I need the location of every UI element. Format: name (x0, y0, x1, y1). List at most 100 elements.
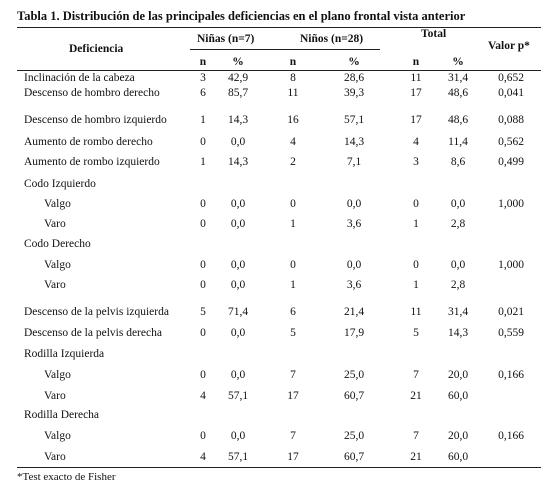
table-cell: 0 (200, 218, 206, 230)
table-cell: 20,0 (447, 430, 469, 442)
rule (190, 49, 380, 50)
table-cell: 6 (290, 306, 296, 318)
table-cell: 0 (200, 279, 206, 291)
table-cell: 5 (200, 306, 206, 318)
table-cell: 0,0 (346, 198, 362, 210)
table-row: Descenso de hombro derecho 6 85,7 11 39,3 17 4… (0, 81, 558, 105)
table-cell: 4 (413, 136, 419, 148)
table-row: Aumento de rombo izquierdo 1 14,3 2 7,1 3 8,6 0… (0, 150, 558, 174)
table-cell: 8 (290, 72, 296, 84)
table-cell: 11 (287, 87, 299, 99)
table-cell: 42,9 (227, 72, 249, 84)
table-cell: 0,0 (346, 259, 362, 271)
table-cell: 0,652 (498, 72, 524, 84)
table-cell: 0 (290, 198, 296, 210)
col-header: Niños (n=28) (300, 33, 364, 45)
row-label: Valgo (44, 369, 71, 381)
table-cell: 25,0 (343, 369, 365, 381)
table-cell: 0 (200, 198, 206, 210)
row-label: Varo (44, 279, 66, 291)
table-cell: 4 (200, 451, 206, 463)
table-cell: 0,0 (230, 279, 246, 291)
table-cell: 0 (200, 369, 206, 381)
table-row: Inclinación de la cabeza 3 42,9 8 28,6 11 31,4… (0, 66, 558, 90)
row-label: Varo (44, 390, 66, 402)
table-row: Valgo 0 0,0 0 0,0 0 0,0 1,000 (0, 253, 558, 277)
table-cell: 7 (413, 430, 419, 442)
row-label: Varo (44, 218, 66, 230)
group-row: Codo Derecho (0, 232, 558, 256)
table-cell: 0,0 (230, 327, 246, 339)
group-label: Rodilla Izquierda (24, 348, 105, 360)
table-title: Tabla 1. Distribución de las principales… (17, 9, 466, 23)
table-cell: 14,3 (227, 114, 249, 126)
row-label: Descenso de hombro derecho (24, 87, 160, 99)
table-cell: 0 (200, 259, 206, 271)
table-cell: 0,041 (498, 87, 524, 99)
row-label: Descenso de hombro izquierdo (24, 114, 167, 126)
table-cell: 0,562 (498, 136, 524, 148)
table-cell: 3,6 (346, 218, 362, 230)
table-cell: 3,6 (346, 279, 362, 291)
table-cell: 1 (413, 218, 419, 230)
row-label: Varo (44, 451, 66, 463)
group-label: Rodilla Derecha (24, 409, 100, 421)
table-cell: 1,000 (498, 259, 524, 271)
table-cell: 11 (410, 306, 422, 318)
table-cell: 0,0 (230, 430, 246, 442)
table-cell: 14,3 (343, 136, 365, 148)
table-cell: 60,7 (343, 451, 365, 463)
table-cell: 0 (413, 259, 419, 271)
group-label: Codo Izquierdo (24, 178, 96, 190)
table-cell: 7 (290, 369, 296, 381)
table-row: Varo 4 57,1 17 60,7 21 60,0 (0, 384, 558, 408)
group-label: Codo Derecho (24, 238, 91, 250)
table-cell: 0 (413, 198, 419, 210)
sub-header: n (289, 56, 297, 68)
table-cell: 0,021 (498, 306, 524, 318)
table-cell: 3 (200, 72, 206, 84)
table-cell: 57,1 (227, 390, 249, 402)
sub-header: n (412, 56, 420, 68)
table-cell: 48,6 (447, 114, 469, 126)
col-header: Niñas (n=7) (197, 33, 255, 45)
table-cell: 60,0 (447, 390, 469, 402)
table-cell: 0,0 (450, 198, 466, 210)
table-cell: 7 (290, 430, 296, 442)
table-cell: 7 (413, 369, 419, 381)
table-cell: 0,0 (230, 259, 246, 271)
table-cell: 1 (290, 218, 296, 230)
table-cell: 21 (410, 451, 422, 463)
table-cell: 4 (200, 390, 206, 402)
col-header: Total (421, 28, 447, 40)
rule (17, 70, 541, 71)
table-cell: 17,9 (343, 327, 365, 339)
table-cell: 0,0 (450, 259, 466, 271)
table-cell: 0,0 (230, 136, 246, 148)
table-cell: 20,0 (447, 369, 469, 381)
table-cell: 17 (287, 451, 299, 463)
table-cell: 0,0 (230, 198, 246, 210)
footnote: *Test exacto de Fisher (17, 471, 116, 483)
table-cell: 1 (200, 114, 206, 126)
row-label: Descenso de la pelvis izquierda (24, 306, 169, 318)
table-cell: 0,499 (498, 156, 524, 168)
table-cell: 60,0 (447, 451, 469, 463)
table-row: Descenso de hombro izquierdo 1 14,3 16 57,1 1… (0, 108, 558, 132)
table-cell: 1 (290, 279, 296, 291)
table-cell: 6 (200, 87, 206, 99)
table-cell: 21,4 (343, 306, 365, 318)
table-cell: 16 (287, 114, 299, 126)
table-cell: 0,0 (230, 369, 246, 381)
table-cell: 21 (410, 390, 422, 402)
table-cell: 48,6 (447, 87, 469, 99)
table-row: Varo 4 57,1 17 60,7 21 60,0 (0, 445, 558, 469)
table-cell: 1,000 (498, 198, 524, 210)
table-cell: 14,3 (447, 327, 469, 339)
table-cell: 11,4 (448, 136, 468, 148)
sub-header: n (199, 56, 207, 68)
table-cell: 8,6 (450, 156, 466, 168)
table-cell: 0 (200, 136, 206, 148)
table-cell: 0,088 (498, 114, 524, 126)
